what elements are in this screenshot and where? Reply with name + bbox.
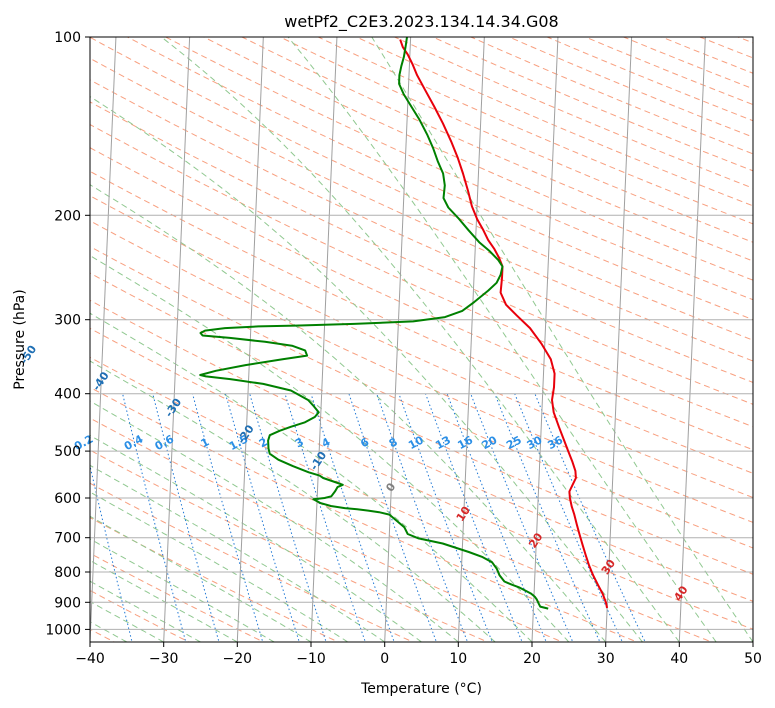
x-tick-label: −30 <box>149 651 179 667</box>
x-tick-label: −20 <box>223 651 253 667</box>
mixing-ratio-line <box>398 393 493 642</box>
y-tick-label: 600 <box>54 491 81 507</box>
moist-adiabat <box>90 184 607 642</box>
y-tick-label: 800 <box>54 565 81 581</box>
mixing-ratio-line <box>152 393 220 642</box>
moist-adiabat <box>287 37 717 642</box>
mixing-ratio-label: 25 <box>504 433 524 452</box>
mixing-ratio-line <box>494 393 601 642</box>
y-tick-label: 1000 <box>45 622 81 638</box>
mixing-ratio-line <box>122 393 187 642</box>
mixing-ratio-line <box>90 463 133 642</box>
mixing-ratio-label: 36 <box>545 433 565 452</box>
x-tick-label: 10 <box>449 651 467 667</box>
plot-frame <box>89 36 754 643</box>
dry-adiabat <box>164 37 753 301</box>
x-tick-label: 30 <box>597 651 615 667</box>
isotherm-line <box>163 37 191 642</box>
dry-adiabat <box>202 37 753 281</box>
x-tick-label: −10 <box>296 651 326 667</box>
mixing-ratio-line <box>249 393 327 642</box>
isotherm-line <box>457 37 485 642</box>
mixing-ratio-line <box>284 393 366 642</box>
moist-adiabat <box>90 360 496 642</box>
isotherm-line <box>531 37 559 642</box>
isotherm-line <box>384 37 412 642</box>
mixing-ratio-line <box>192 393 264 642</box>
dry-adiabat <box>90 147 753 451</box>
moist-adiabat <box>90 400 459 642</box>
y-tick-label: 500 <box>54 444 81 460</box>
moist-adiabat <box>90 464 385 642</box>
x-tick-label: 0 <box>380 651 389 667</box>
dry-adiabat <box>90 299 753 602</box>
y-axis-label: Pressure (hPa) <box>12 289 28 389</box>
mixing-ratio-label: 10 <box>406 433 426 452</box>
dewpoint-profile-line <box>199 37 549 610</box>
y-tick-label: 700 <box>54 531 81 547</box>
dry-adiabat <box>90 272 753 575</box>
y-tick-label: 900 <box>54 595 81 611</box>
moist-adiabat <box>90 434 422 642</box>
x-tick-label: 40 <box>670 651 688 667</box>
x-tick-label: 50 <box>744 651 762 667</box>
x-tick-label: 20 <box>523 651 541 667</box>
y-tick-label: 300 <box>54 313 81 329</box>
temperature-profile-line <box>399 39 609 609</box>
moist-adiabat <box>90 491 349 642</box>
mixing-ratio-label: 30 <box>525 433 545 452</box>
x-tick-label: −40 <box>75 651 105 667</box>
mixing-ratio-line <box>514 393 623 642</box>
isotherm-line <box>310 37 338 642</box>
dry-adiabat <box>90 195 753 499</box>
y-tick-label: 200 <box>54 208 81 224</box>
mixing-ratio-line <box>224 393 300 642</box>
mixing-ratio-line <box>470 393 574 642</box>
y-tick-label: 400 <box>54 387 81 403</box>
isotherm-line <box>678 37 706 642</box>
isotherm-line <box>236 37 264 642</box>
moist-adiabat <box>90 95 643 642</box>
chart-title: wetPf2_C2E3.2023.134.14.34.G08 <box>284 12 558 32</box>
dry-adiabat <box>90 245 753 549</box>
mixing-ratio-label: 13 <box>433 433 453 452</box>
y-tick-label: 100 <box>54 30 81 46</box>
dry-adiabat <box>90 37 753 341</box>
dry-adiabat <box>90 101 753 405</box>
moist-adiabat <box>90 312 533 642</box>
dry-adiabat <box>90 170 753 474</box>
mixing-ratio-line <box>376 393 469 642</box>
moist-adiabat <box>371 37 753 642</box>
mixing-ratio-label: 20 <box>480 433 500 452</box>
dry-adiabat <box>90 220 753 523</box>
mixing-ratio-label: 16 <box>455 433 475 452</box>
isotherm-line <box>90 37 117 642</box>
x-axis-label: Temperature (°C) <box>360 681 482 697</box>
moist-adiabat <box>161 37 680 642</box>
isotherm-line <box>605 37 633 642</box>
